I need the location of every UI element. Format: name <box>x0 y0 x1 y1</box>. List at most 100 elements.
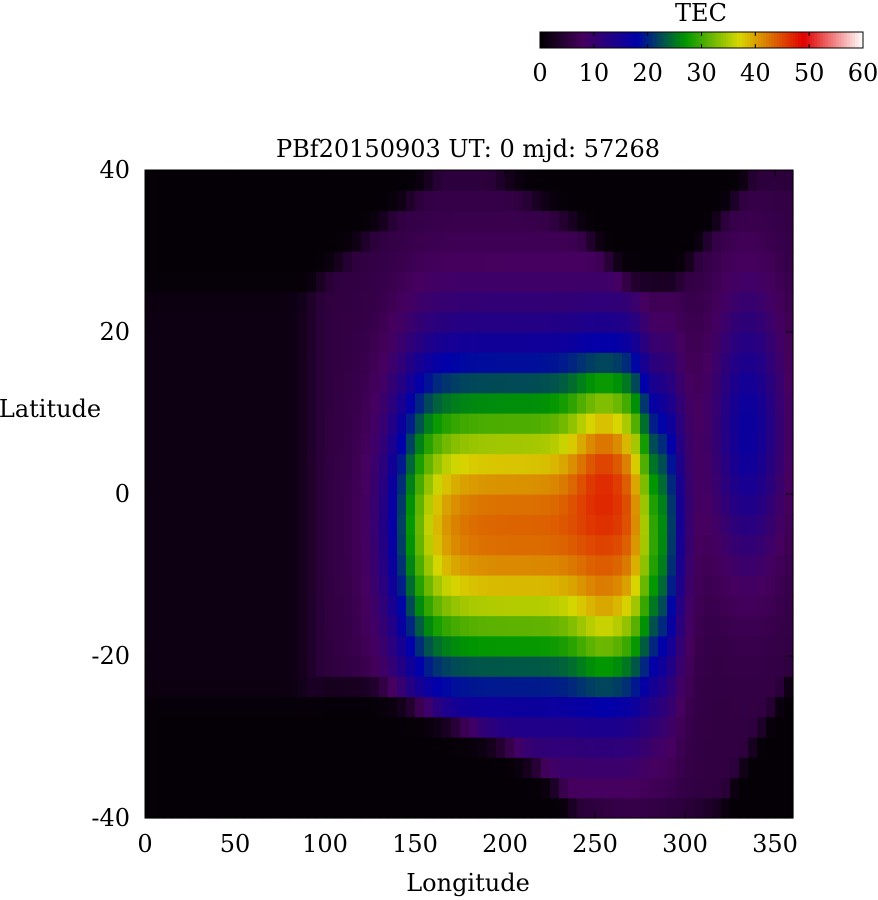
heatmap-cell <box>271 392 281 414</box>
heatmap-cell <box>199 190 209 212</box>
heatmap-cell <box>712 413 722 434</box>
heatmap-cell <box>730 615 740 637</box>
heatmap-cell <box>334 433 344 455</box>
heatmap-cell <box>649 453 659 475</box>
heatmap-cell <box>181 170 191 191</box>
heatmap-cell <box>766 676 776 698</box>
heatmap-cell <box>244 291 254 313</box>
heatmap-cell <box>253 514 263 536</box>
heatmap-cell <box>541 473 551 495</box>
heatmap-cell <box>460 230 470 252</box>
heatmap-cell <box>604 473 614 495</box>
heatmap-cell <box>253 777 263 799</box>
heatmap-cell <box>361 453 371 475</box>
heatmap-cell <box>631 716 641 738</box>
colorbar-swatch <box>709 32 713 48</box>
heatmap-cell <box>577 757 587 779</box>
heatmap-cell <box>424 635 434 657</box>
heatmap-cell <box>163 433 173 455</box>
heatmap-cell <box>442 575 452 596</box>
heatmap-cell <box>280 777 290 799</box>
heatmap-cell <box>712 453 722 475</box>
heatmap-cell <box>271 210 281 232</box>
heatmap-cell <box>154 453 164 475</box>
heatmap-cell <box>442 311 452 333</box>
heatmap-cell <box>388 311 398 333</box>
heatmap-cell <box>208 433 218 455</box>
heatmap-cell <box>460 615 470 637</box>
heatmap-cell <box>514 656 524 677</box>
heatmap-cell <box>208 716 218 738</box>
heatmap-cell <box>370 656 380 677</box>
heatmap-cell <box>775 291 785 313</box>
heatmap-cell <box>550 352 560 374</box>
heatmap-cell <box>613 332 623 353</box>
heatmap-cell <box>415 352 425 374</box>
colorbar-swatch <box>849 32 853 48</box>
heatmap-cell <box>541 635 551 657</box>
heatmap-cell <box>154 534 164 556</box>
heatmap-cell <box>145 554 155 576</box>
heatmap-cell <box>478 332 488 353</box>
heatmap-cell <box>289 190 299 212</box>
heatmap-cell <box>586 271 596 293</box>
heatmap-cell <box>613 757 623 779</box>
heatmap-cell <box>739 595 749 617</box>
heatmap-cell <box>217 737 227 758</box>
heatmap-cell <box>271 190 281 212</box>
heatmap-cell <box>172 210 182 232</box>
heatmap-cell <box>307 575 317 596</box>
heatmap-cell <box>271 413 281 434</box>
heatmap-cell <box>595 716 605 738</box>
heatmap-cell <box>685 433 695 455</box>
heatmap-cell <box>226 615 236 637</box>
heatmap-cell <box>622 777 632 799</box>
colorbar-swatch <box>811 32 816 48</box>
heatmap-cell <box>415 554 425 576</box>
heatmap-cell <box>541 716 551 738</box>
heatmap-cell <box>640 757 650 779</box>
heatmap-cell <box>469 251 479 272</box>
heatmap-cell <box>199 575 209 596</box>
heatmap-cell <box>451 615 461 637</box>
heatmap-cell <box>235 372 245 394</box>
heatmap-cell <box>703 190 713 212</box>
heatmap-cell <box>172 291 182 313</box>
heatmap-cell <box>334 534 344 556</box>
heatmap-cell <box>370 595 380 617</box>
heatmap-cell <box>343 433 353 455</box>
heatmap-cell <box>505 210 515 232</box>
heatmap-cell <box>325 453 335 475</box>
heatmap-cell <box>667 190 677 212</box>
heatmap-cell <box>505 190 515 212</box>
heatmap-cell <box>604 413 614 434</box>
heatmap-cell <box>460 696 470 718</box>
heatmap-cell <box>343 635 353 657</box>
heatmap-cell <box>226 575 236 596</box>
heatmap-cell <box>271 372 281 394</box>
heatmap-cell <box>379 676 389 698</box>
colorbar-swatch <box>615 32 619 48</box>
heatmap-cell <box>199 433 209 455</box>
heatmap-cell <box>496 311 506 333</box>
heatmap-cell <box>532 676 542 698</box>
heatmap-cell <box>190 291 200 313</box>
heatmap-cell <box>505 392 515 414</box>
heatmap-cell <box>199 737 209 758</box>
heatmap-cell <box>739 514 749 536</box>
x-tick-label: 350 <box>752 830 798 858</box>
heatmap-cell <box>352 777 362 799</box>
heatmap-cell <box>352 230 362 252</box>
heatmap-cell <box>613 696 623 718</box>
heatmap-cell <box>244 230 254 252</box>
heatmap-cell <box>739 291 749 313</box>
heatmap-cell <box>595 392 605 414</box>
heatmap-cell <box>739 372 749 394</box>
heatmap-cell <box>523 392 533 414</box>
heatmap-cell <box>244 413 254 434</box>
heatmap-cell <box>532 595 542 617</box>
heatmap-cell <box>532 797 542 819</box>
heatmap-cell <box>379 554 389 576</box>
heatmap-cell <box>487 230 497 252</box>
heatmap-cell <box>289 554 299 576</box>
